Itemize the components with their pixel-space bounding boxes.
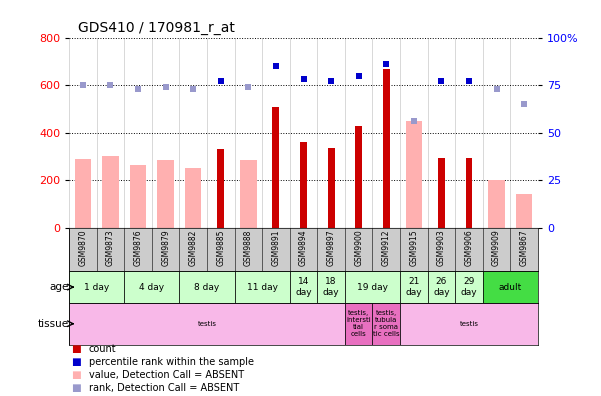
Text: 29
day: 29 day [460, 278, 477, 297]
Bar [383, 69, 389, 228]
Bar [355, 126, 362, 228]
Text: ■: ■ [71, 357, 81, 367]
Text: GSM9906: GSM9906 [465, 229, 474, 266]
Bar [317, 271, 345, 303]
Bar [483, 271, 538, 303]
Bar [373, 303, 400, 345]
Text: GSM9891: GSM9891 [272, 229, 281, 266]
Text: GSM9885: GSM9885 [216, 229, 225, 266]
Bar [345, 303, 373, 345]
Bar [218, 149, 224, 228]
Text: GSM9900: GSM9900 [354, 229, 363, 266]
Text: GSM9879: GSM9879 [161, 229, 170, 266]
Text: GDS410 / 170981_r_at: GDS410 / 170981_r_at [79, 21, 236, 35]
Bar [400, 303, 538, 345]
Bar [300, 142, 307, 228]
Bar [69, 271, 124, 303]
Bar [328, 148, 335, 228]
Bar [69, 303, 345, 345]
Bar [240, 160, 257, 228]
Bar [290, 271, 317, 303]
Text: tissue: tissue [38, 319, 69, 329]
Text: GSM9912: GSM9912 [382, 229, 391, 266]
Text: ■: ■ [71, 383, 81, 394]
Text: testis,
intersti
tial
cells: testis, intersti tial cells [346, 310, 371, 337]
Text: GSM9894: GSM9894 [299, 229, 308, 266]
Bar [488, 180, 505, 228]
Text: testis: testis [198, 321, 216, 327]
Text: 14
day: 14 day [295, 278, 312, 297]
Bar [345, 271, 400, 303]
Bar [157, 160, 174, 228]
Text: count: count [89, 344, 117, 354]
Text: 1 day: 1 day [84, 283, 109, 291]
Text: GSM9903: GSM9903 [437, 229, 446, 266]
Text: GSM9897: GSM9897 [326, 229, 335, 266]
Text: GSM9915: GSM9915 [409, 229, 418, 266]
Text: percentile rank within the sample: percentile rank within the sample [89, 357, 254, 367]
Text: 4 day: 4 day [139, 283, 165, 291]
Bar [516, 194, 532, 228]
Text: GSM9888: GSM9888 [244, 229, 253, 266]
Text: GSM9867: GSM9867 [520, 229, 529, 266]
Bar [180, 271, 234, 303]
Bar [272, 107, 279, 228]
Bar [75, 159, 91, 228]
Bar [124, 271, 180, 303]
Text: GSM9909: GSM9909 [492, 229, 501, 266]
Text: GSM9882: GSM9882 [189, 229, 198, 266]
Text: value, Detection Call = ABSENT: value, Detection Call = ABSENT [89, 370, 244, 381]
Bar [130, 165, 146, 228]
Text: 11 day: 11 day [246, 283, 278, 291]
Text: age: age [50, 282, 69, 292]
Text: ■: ■ [71, 344, 81, 354]
Text: 8 day: 8 day [194, 283, 219, 291]
Bar [400, 271, 427, 303]
Text: 26
day: 26 day [433, 278, 450, 297]
Bar [455, 271, 483, 303]
Bar [438, 158, 445, 228]
Bar [185, 168, 201, 228]
Text: testis,
tubula
r soma
tic cells: testis, tubula r soma tic cells [373, 310, 400, 337]
Text: ■: ■ [71, 370, 81, 381]
Bar [234, 271, 290, 303]
Bar [466, 158, 472, 228]
Text: 19 day: 19 day [357, 283, 388, 291]
Bar [427, 271, 455, 303]
Text: 21
day: 21 day [406, 278, 422, 297]
Text: GSM9876: GSM9876 [133, 229, 142, 266]
Text: GSM9873: GSM9873 [106, 229, 115, 266]
Text: adult: adult [499, 283, 522, 291]
Bar [406, 121, 422, 228]
Text: 18
day: 18 day [323, 278, 340, 297]
Text: GSM9870: GSM9870 [78, 229, 87, 266]
Text: rank, Detection Call = ABSENT: rank, Detection Call = ABSENT [89, 383, 239, 394]
Bar [102, 156, 119, 228]
Text: testis: testis [459, 321, 478, 327]
